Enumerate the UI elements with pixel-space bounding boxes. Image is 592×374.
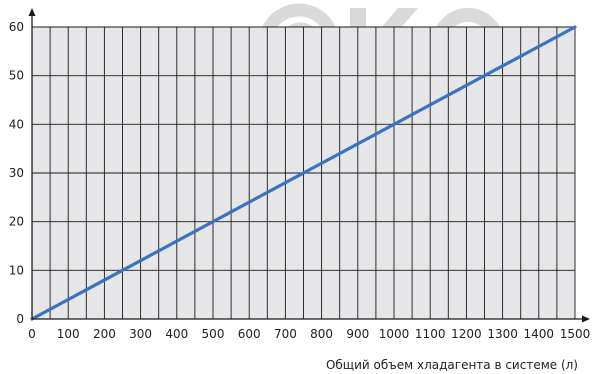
x-tick-label: 100 <box>57 327 80 341</box>
x-tick-label: 800 <box>310 327 333 341</box>
x-tick-label: 700 <box>274 327 297 341</box>
y-tick-label: 20 <box>9 215 24 229</box>
x-tick-label: 600 <box>238 327 261 341</box>
series-line <box>30 25 577 321</box>
y-tick-label: 30 <box>9 166 24 180</box>
axes <box>28 8 590 323</box>
x-tick-label: 300 <box>129 327 152 341</box>
x-tick-label: 1300 <box>487 327 518 341</box>
series-group <box>30 25 577 321</box>
x-axis-title: Общий объем хладагента в системе (л) <box>326 358 578 372</box>
x-axis-arrow-icon <box>582 315 590 323</box>
x-tick-label: 1100 <box>415 327 446 341</box>
y-tick-label: 60 <box>9 20 24 34</box>
x-tick-labels: 0 100 200 300 400 500 600 700 800 900 1000 1100 1200… <box>28 327 590 341</box>
y-tick-labels: 0 10 20 30 40 50 60 <box>9 20 24 326</box>
x-tick-label: 1400 <box>524 327 555 341</box>
x-tick-label: 1200 <box>451 327 482 341</box>
y-tick-label: 50 <box>9 69 24 83</box>
y-tick-label: 40 <box>9 117 24 131</box>
x-tick-label: 0 <box>28 327 36 341</box>
x-tick-label: 1000 <box>379 327 410 341</box>
x-tick-label: 500 <box>202 327 225 341</box>
x-tick-label: 900 <box>346 327 369 341</box>
y-tick-label: 10 <box>9 263 24 277</box>
y-tick-label: 0 <box>16 312 24 326</box>
x-tick-label: 400 <box>165 327 188 341</box>
x-tick-label: 200 <box>93 327 116 341</box>
x-tick-label: 1500 <box>560 327 591 341</box>
y-axis-arrow-icon <box>28 8 36 16</box>
